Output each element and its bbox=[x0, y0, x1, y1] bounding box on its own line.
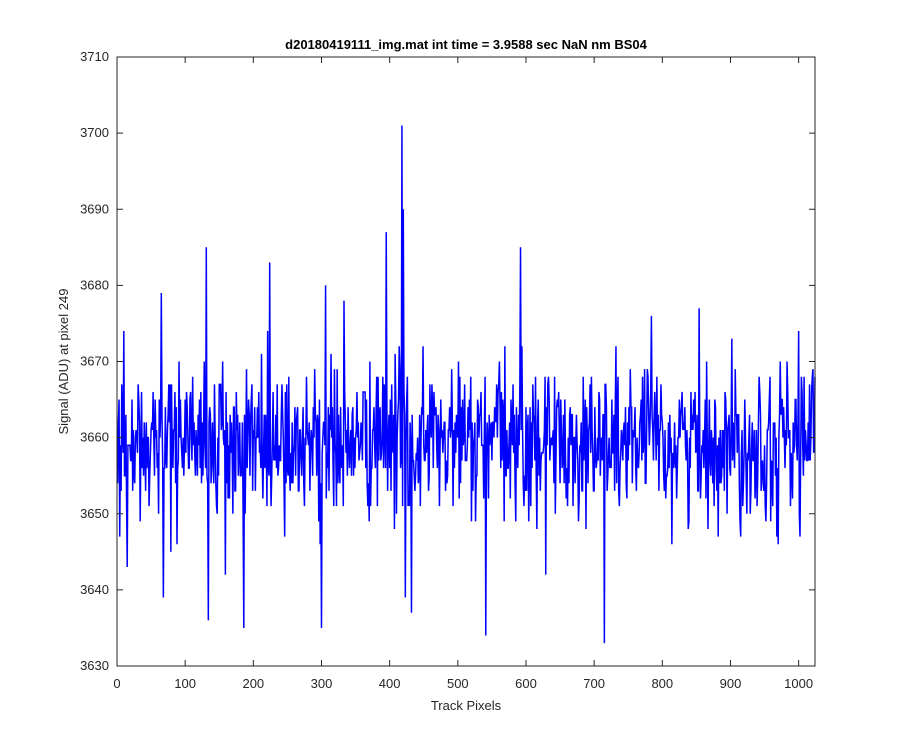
x-tick-label: 300 bbox=[311, 676, 333, 691]
y-tick-label: 3680 bbox=[80, 277, 109, 292]
y-tick-label: 3690 bbox=[80, 201, 109, 216]
x-tick-label: 400 bbox=[379, 676, 401, 691]
y-axis-label: Signal (ADU) at pixel 249 bbox=[56, 289, 71, 435]
y-tick-label: 3710 bbox=[80, 49, 109, 64]
x-axis-ticks: 0 100 200 300 400 500 600 700 800 900 1000 bbox=[113, 57, 813, 691]
plot-area bbox=[116, 56, 816, 667]
x-tick-label: 600 bbox=[515, 676, 537, 691]
x-tick-label: 100 bbox=[174, 676, 196, 691]
x-tick-label: 500 bbox=[447, 676, 469, 691]
y-tick-label: 3670 bbox=[80, 354, 109, 369]
y-tick-label: 3660 bbox=[80, 430, 109, 445]
x-axis-label: Track Pixels bbox=[431, 698, 502, 713]
x-tick-label: 700 bbox=[583, 676, 605, 691]
y-tick-label: 3700 bbox=[80, 125, 109, 140]
signal-series-line bbox=[116, 125, 816, 644]
y-tick-label: 3650 bbox=[80, 506, 109, 521]
x-tick-label: 800 bbox=[651, 676, 673, 691]
x-tick-label: 900 bbox=[720, 676, 742, 691]
x-tick-label: 0 bbox=[113, 676, 120, 691]
y-axis-ticks: 3630 3640 3650 3660 3670 3680 3690 3700 3710 bbox=[80, 49, 815, 673]
plot-background bbox=[117, 57, 815, 666]
y-tick-label: 3630 bbox=[80, 658, 109, 673]
series-layer bbox=[116, 125, 816, 644]
x-tick-label: 1000 bbox=[784, 676, 813, 691]
x-tick-label: 200 bbox=[242, 676, 264, 691]
chart-title: d20180419111_img.mat int time = 3.9588 s… bbox=[285, 37, 647, 52]
y-tick-label: 3640 bbox=[80, 582, 109, 597]
